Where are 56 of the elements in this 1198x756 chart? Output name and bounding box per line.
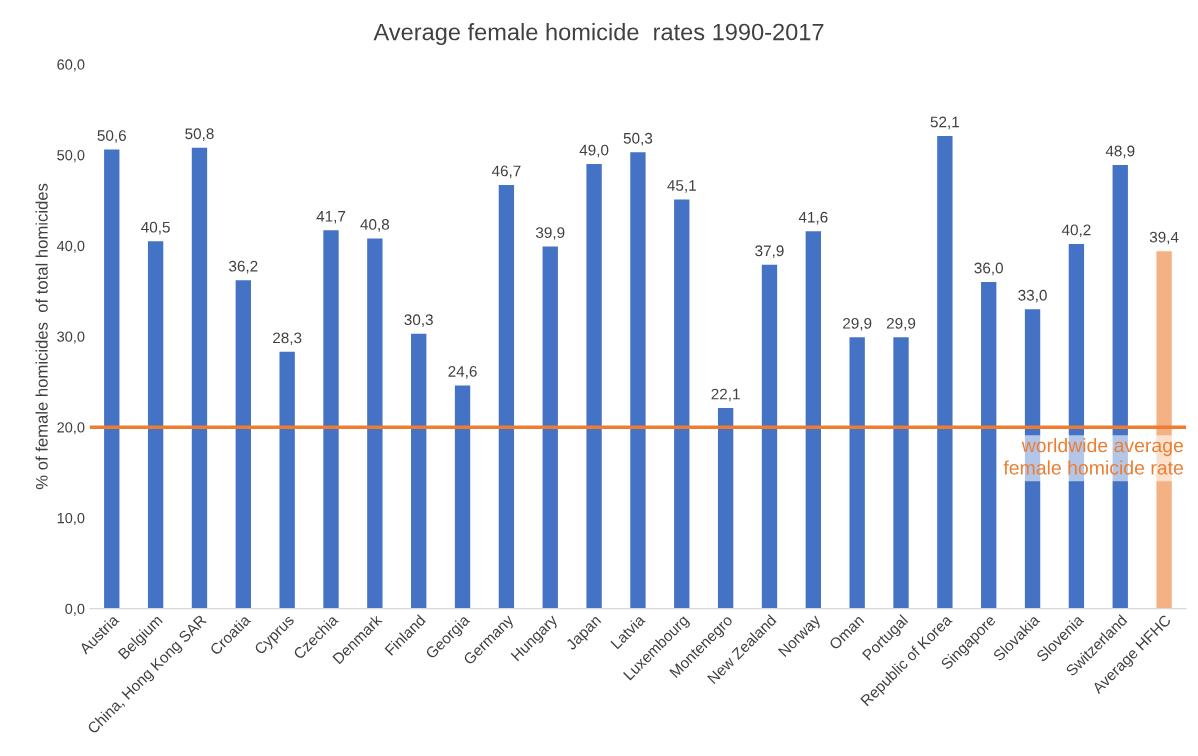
data-label: 40,5 [141, 221, 170, 235]
data-label: 30,3 [404, 314, 433, 327]
bar [630, 152, 646, 609]
ref-line-label: worldwide average female homicide rate [1003, 438, 1183, 475]
y-tick-label: 0,0 [65, 603, 85, 616]
y-axis-title: % of female homicides of total homicides [35, 183, 48, 490]
data-label: 39,9 [535, 227, 565, 240]
data-label: 41,7 [316, 211, 346, 224]
data-label: 29,9 [843, 317, 872, 331]
data-label: 46,7 [491, 165, 521, 179]
y-tick-label: 60,0 [57, 59, 85, 72]
bar [542, 246, 558, 609]
bar [893, 337, 909, 609]
bar [323, 230, 339, 609]
bar [279, 351, 295, 609]
y-tick-label: 20,0 [57, 422, 85, 435]
data-label: 41,6 [798, 211, 828, 225]
bar [981, 281, 997, 609]
y-tick-label: 30,0 [57, 331, 85, 344]
bar [937, 135, 953, 609]
data-label: 40,2 [1061, 224, 1091, 238]
data-label: 50,8 [185, 128, 214, 141]
data-label: 45,1 [667, 180, 696, 193]
bar [191, 147, 208, 609]
bar [674, 199, 690, 609]
data-label: 29,9 [886, 317, 916, 331]
y-tick-label: 10,0 [57, 512, 85, 526]
bar [235, 280, 251, 609]
data-label: 50,6 [97, 130, 126, 143]
data-label: 33,0 [1018, 289, 1047, 303]
data-label: 50,3 [623, 132, 653, 146]
bar [849, 337, 865, 609]
y-tick-label: 40,0 [56, 240, 85, 253]
data-label: 37,9 [755, 245, 784, 258]
y-tick-label: 50,0 [57, 150, 85, 163]
data-label: 49,0 [579, 144, 609, 158]
bar [411, 333, 427, 609]
data-label: 36,0 [974, 262, 1003, 276]
chart-title: Average female homicide rates 1990-2017 [373, 23, 824, 46]
data-label: 28,3 [273, 332, 302, 346]
data-label: 36,2 [229, 260, 258, 274]
data-label: 48,9 [1105, 145, 1135, 159]
data-label: 39,4 [1149, 231, 1179, 245]
data-label: 40,8 [360, 219, 390, 232]
data-label: 24,6 [448, 366, 477, 379]
bar [498, 184, 515, 609]
bar [761, 264, 778, 609]
bar [717, 408, 734, 609]
data-label: 22,1 [711, 388, 740, 402]
bar [586, 164, 602, 609]
bar [454, 385, 471, 609]
bar [147, 241, 164, 609]
data-label: 52,1 [930, 116, 959, 130]
bar [805, 231, 821, 609]
bar [104, 149, 120, 609]
bar [367, 238, 383, 609]
